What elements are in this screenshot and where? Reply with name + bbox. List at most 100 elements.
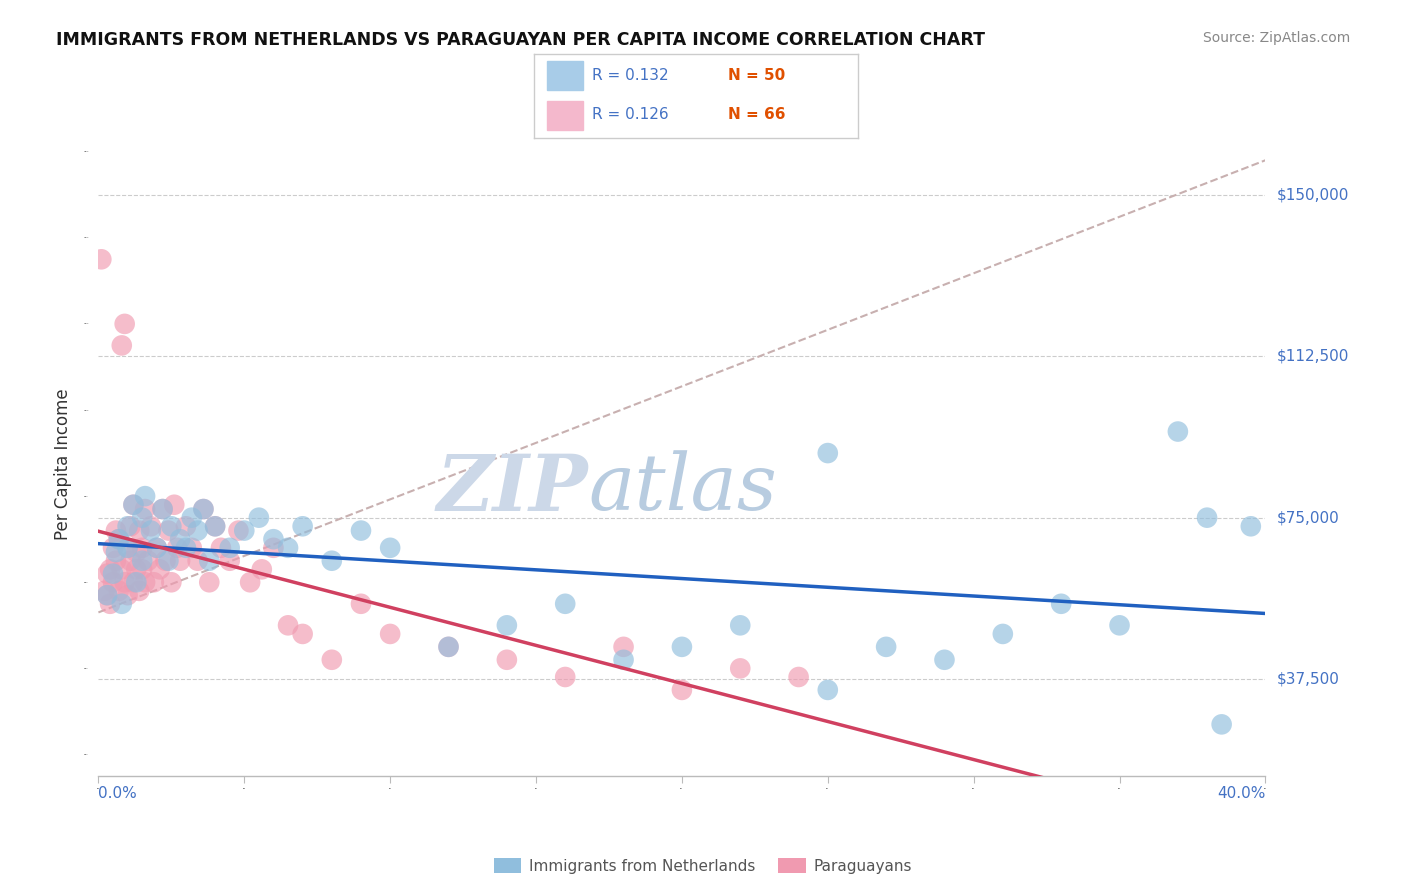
Point: [93, 583, 115, 598]
Point: [209, 541, 232, 555]
Point: [163, 498, 186, 512]
Point: [671, 682, 693, 697]
Point: [136, 554, 159, 568]
Point: [262, 541, 284, 555]
Point: [169, 554, 191, 568]
Point: [104, 554, 127, 568]
Point: [96, 588, 118, 602]
Text: Source: ZipAtlas.com: Source: ZipAtlas.com: [1202, 31, 1350, 45]
Point: [262, 532, 284, 546]
Point: [131, 510, 153, 524]
Point: [152, 502, 174, 516]
Point: [155, 554, 177, 568]
Text: R = 0.132: R = 0.132: [592, 68, 669, 83]
Point: [117, 588, 139, 602]
Point: [90, 252, 112, 267]
Point: [111, 338, 134, 352]
Point: [134, 575, 156, 590]
Point: [250, 562, 273, 576]
Point: [321, 653, 343, 667]
Point: [218, 554, 240, 568]
Text: $75,000: $75,000: [1277, 510, 1340, 525]
Point: [117, 541, 139, 555]
Point: [350, 597, 373, 611]
Text: ZIP: ZIP: [437, 450, 589, 527]
Point: [131, 541, 153, 555]
Point: [934, 653, 956, 667]
Point: [98, 562, 121, 576]
Legend: Immigrants from Netherlands, Paraguayans: Immigrants from Netherlands, Paraguayans: [488, 852, 918, 880]
Point: [817, 446, 839, 460]
Point: [131, 554, 153, 568]
Point: [134, 489, 156, 503]
Point: [114, 317, 136, 331]
Text: atlas: atlas: [589, 450, 778, 527]
Point: [437, 640, 460, 654]
Point: [1050, 597, 1073, 611]
Point: [152, 502, 174, 516]
Point: [554, 597, 576, 611]
Point: [114, 575, 136, 590]
Point: [117, 519, 139, 533]
Point: [291, 519, 314, 533]
Point: [612, 640, 634, 654]
Point: [291, 627, 314, 641]
Point: [228, 524, 250, 538]
Point: [193, 502, 215, 516]
Point: [101, 575, 124, 590]
Point: [146, 541, 169, 555]
Point: [233, 524, 256, 538]
Y-axis label: Per Capita Income: Per Capita Income: [55, 388, 72, 540]
Point: [101, 566, 124, 581]
Point: [101, 541, 124, 555]
Point: [204, 519, 226, 533]
Bar: [547, 62, 583, 90]
Point: [350, 524, 373, 538]
Point: [166, 541, 188, 555]
Point: [131, 562, 153, 576]
Point: [495, 618, 517, 632]
Point: [991, 627, 1014, 641]
Point: [120, 519, 142, 533]
Point: [247, 510, 270, 524]
Point: [142, 575, 165, 590]
Point: [128, 583, 150, 598]
Bar: [547, 101, 583, 130]
Point: [108, 532, 131, 546]
Point: [187, 554, 209, 568]
Point: [817, 682, 839, 697]
Point: [120, 554, 142, 568]
Point: [218, 541, 240, 555]
Point: [104, 545, 127, 559]
Point: [180, 510, 202, 524]
Point: [149, 562, 172, 576]
Point: [204, 519, 226, 533]
Point: [193, 502, 215, 516]
Point: [157, 554, 180, 568]
Point: [139, 524, 162, 538]
Point: [378, 541, 402, 555]
Point: [125, 575, 148, 590]
Point: [96, 566, 118, 581]
Text: N = 66: N = 66: [728, 107, 786, 122]
Point: [239, 575, 262, 590]
Point: [117, 541, 139, 555]
Point: [180, 541, 202, 555]
Point: [98, 597, 121, 611]
Point: [437, 640, 460, 654]
Point: [378, 627, 402, 641]
Point: [1195, 510, 1218, 524]
Point: [146, 541, 169, 555]
Text: $112,500: $112,500: [1277, 349, 1348, 364]
Point: [198, 575, 221, 590]
Point: [554, 670, 576, 684]
Point: [1167, 425, 1189, 439]
Point: [125, 545, 148, 559]
Point: [1240, 519, 1263, 533]
Point: [169, 532, 191, 546]
Text: N = 50: N = 50: [728, 68, 786, 83]
Point: [187, 524, 209, 538]
Point: [174, 541, 197, 555]
Point: [787, 670, 810, 684]
Text: R = 0.126: R = 0.126: [592, 107, 669, 122]
